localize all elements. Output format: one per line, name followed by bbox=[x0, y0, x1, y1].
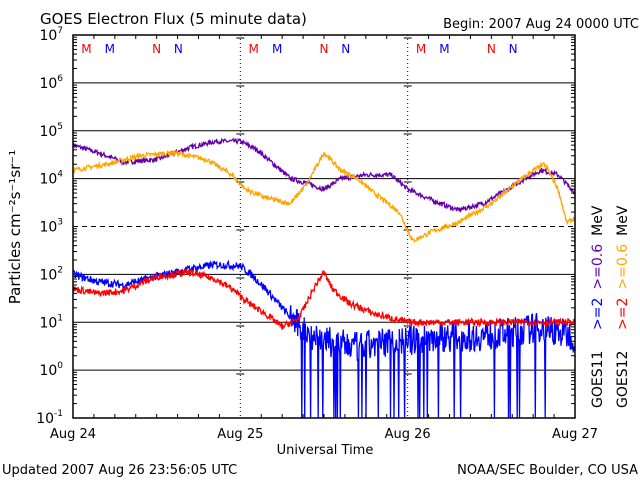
legend-entry: >=2 bbox=[590, 298, 606, 330]
local-time-marker: N bbox=[509, 42, 518, 56]
chart-title: GOES Electron Flux (5 minute data) bbox=[40, 10, 307, 28]
updated-time: Updated 2007 Aug 26 23:56:05 UTC bbox=[2, 463, 237, 478]
legend-entry: MeV bbox=[590, 205, 606, 236]
y-tick-exponent: 1 bbox=[57, 313, 63, 323]
y-tick-exponent: 4 bbox=[57, 170, 63, 180]
x-tick-label: Aug 26 bbox=[385, 427, 431, 442]
y-tick-exponent: 3 bbox=[57, 218, 63, 228]
legend-entry: MeV bbox=[615, 205, 631, 236]
y-tick-exponent: 5 bbox=[57, 122, 63, 132]
x-tick-label: Aug 25 bbox=[217, 427, 263, 442]
y-tick-label: 100 bbox=[39, 361, 63, 379]
y-tick-label: 102 bbox=[39, 265, 63, 283]
source-credit: NOAA/SEC Boulder, CO USA bbox=[457, 463, 638, 478]
series-line bbox=[72, 137, 576, 213]
local-time-marker: N bbox=[487, 42, 496, 56]
y-tick-label: 103 bbox=[39, 218, 63, 236]
legend-entry: >=2 bbox=[615, 298, 631, 330]
y-tick-label: 104 bbox=[39, 170, 63, 188]
local-time-marker: M bbox=[272, 42, 282, 56]
legend-column: >=2 >=0.6 MeV bbox=[590, 205, 606, 330]
y-tick-exponent: 2 bbox=[57, 265, 63, 275]
local-time-marker: N bbox=[341, 42, 350, 56]
series-line bbox=[72, 259, 576, 419]
x-tick-label: Aug 24 bbox=[50, 427, 96, 442]
y-tick-label: 101 bbox=[39, 313, 63, 331]
local-time-marker: N bbox=[320, 42, 329, 56]
y-tick-label: 10-1 bbox=[36, 409, 63, 427]
y-tick-label: 105 bbox=[39, 122, 63, 140]
y-tick-label: 106 bbox=[39, 74, 63, 92]
x-tick-label: Aug 27 bbox=[552, 427, 598, 442]
local-time-marker: M bbox=[249, 42, 259, 56]
y-axis-label: Particles cm⁻²s⁻¹sr⁻¹ bbox=[6, 150, 24, 304]
local-time-marker: M bbox=[416, 42, 426, 56]
local-time-marker: M bbox=[105, 42, 115, 56]
legend-column: >=2 >=0.6 MeV bbox=[615, 205, 631, 330]
legend-entry: >=0.6 bbox=[615, 244, 631, 290]
series-line bbox=[72, 268, 576, 330]
y-tick-label: 107 bbox=[39, 26, 63, 44]
local-time-marker: M bbox=[81, 42, 91, 56]
y-tick-exponent: -1 bbox=[54, 409, 63, 419]
local-time-marker: M bbox=[439, 42, 449, 56]
legend-satellite: GOES12 bbox=[615, 351, 631, 408]
legend-satellite: GOES11 bbox=[590, 351, 606, 408]
x-axis-label: Universal Time bbox=[277, 443, 374, 458]
begin-time: Begin: 2007 Aug 24 0000 UTC bbox=[443, 17, 639, 32]
plot-frame bbox=[72, 34, 576, 419]
y-tick-exponent: 0 bbox=[57, 361, 63, 371]
legend-entry: >=0.6 bbox=[590, 244, 606, 290]
series-line bbox=[72, 149, 576, 243]
y-tick-exponent: 7 bbox=[57, 26, 63, 36]
y-tick-exponent: 6 bbox=[57, 74, 63, 84]
local-time-marker: N bbox=[152, 42, 161, 56]
local-time-marker: N bbox=[174, 42, 183, 56]
